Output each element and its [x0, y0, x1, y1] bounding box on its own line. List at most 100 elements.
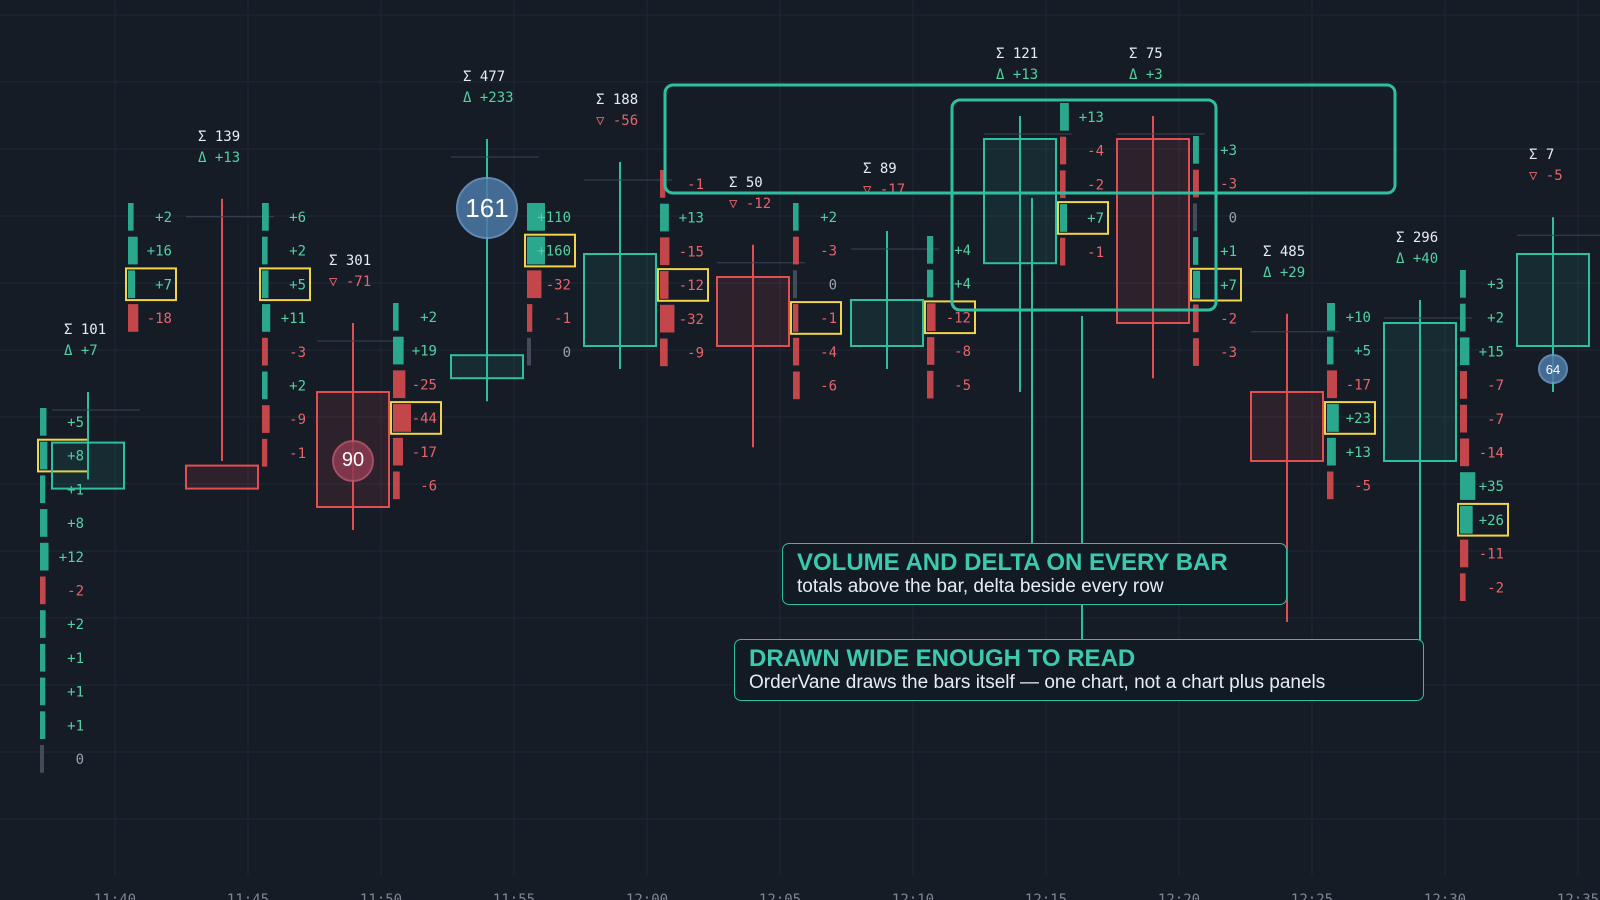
- delta-row-bar: [40, 643, 46, 672]
- volume-bubble: 90: [332, 440, 374, 482]
- volume-bubble: 161: [456, 177, 518, 239]
- delta-row-value: +4: [954, 243, 971, 259]
- bar-volume-total: Σ 75: [1129, 46, 1163, 62]
- delta-row-value: 0: [563, 345, 571, 361]
- delta-row-value: -6: [420, 479, 437, 495]
- delta-row-bar: [40, 542, 49, 571]
- delta-row-highlight: [1057, 201, 1109, 235]
- delta-row-value: +8: [67, 516, 84, 532]
- delta-row-value: +2: [67, 617, 84, 633]
- x-tick-label: 12:20: [1158, 892, 1200, 900]
- delta-row-bar: [927, 269, 934, 298]
- x-tick-label: 12:15: [1025, 892, 1067, 900]
- delta-row-bar: [262, 270, 269, 299]
- delta-row-bar: [40, 408, 47, 436]
- bar-delta-total: Δ +13: [198, 150, 240, 166]
- delta-row-bar: [1193, 270, 1201, 299]
- delta-row-bar: [262, 304, 271, 332]
- bar-volume-total: Σ 139: [198, 129, 240, 145]
- x-tick-label: 12:05: [759, 892, 801, 900]
- volume-bubble-circle: [456, 177, 518, 239]
- delta-row-value: +110: [537, 210, 571, 226]
- delta-row-value: +3: [1220, 143, 1237, 159]
- bar-volume-total: Σ 296: [1396, 230, 1438, 246]
- delta-row-value: +160: [537, 244, 571, 260]
- delta-row-value: -8: [954, 344, 971, 360]
- candle-body: [716, 276, 790, 347]
- delta-row-bar: [262, 337, 268, 366]
- delta-row-value: +13: [1346, 445, 1371, 461]
- delta-row-bar: [660, 237, 670, 266]
- delta-row-value: 0: [829, 277, 837, 293]
- bar-delta-total: Δ +3: [1129, 67, 1163, 83]
- delta-row-bar: [1460, 270, 1466, 298]
- delta-row-value: -1: [820, 311, 837, 327]
- delta-row-bar: [1060, 103, 1069, 131]
- delta-row-bar: [527, 270, 542, 299]
- footprint-bar: +5 +8 +1 +8 +12 -2 +2 +1 +1 +1 0: [37, 408, 89, 773]
- delta-row-value: +2: [289, 244, 306, 260]
- x-tick-label: 12:35: [1557, 892, 1599, 900]
- delta-row-bar: [660, 170, 666, 198]
- delta-row-bar: [40, 745, 44, 773]
- delta-row-bar: [1327, 303, 1335, 331]
- delta-row-bar: [660, 338, 668, 367]
- delta-row-value: -44: [412, 411, 437, 427]
- annotation-frames: [663, 83, 1397, 639]
- delta-row-value: -17: [1346, 377, 1371, 393]
- delta-row-bar: [660, 304, 675, 333]
- delta-row-value: -14: [1479, 446, 1504, 462]
- delta-row-bar: [128, 270, 136, 299]
- x-tick-label: 12:00: [626, 892, 668, 900]
- callout-volume-delta-title: VOLUME AND DELTA ON EVERY BAR: [797, 549, 1228, 576]
- delta-row-bar: [1327, 336, 1334, 365]
- candle-body: [450, 354, 524, 380]
- delta-row-value: -2: [1220, 312, 1237, 328]
- delta-row-highlight: [790, 301, 842, 335]
- delta-row-bar: [1060, 170, 1066, 199]
- delta-row-bar: [40, 677, 46, 706]
- delta-row-bar: [1460, 404, 1468, 433]
- delta-row-value: -6: [820, 379, 837, 395]
- volume-bubble-circle: [332, 440, 374, 482]
- delta-row-bar: [1060, 237, 1066, 266]
- delta-row-bar: [128, 304, 139, 332]
- delta-row-value: -3: [1220, 345, 1237, 361]
- delta-row-bar: [793, 203, 799, 231]
- delta-row-value: +1: [67, 718, 84, 734]
- delta-row-bar: [1460, 539, 1469, 568]
- callout-drawn-wide-subtitle: OrderVane draws the bars itself — one ch…: [749, 672, 1326, 693]
- delta-row-bar: [793, 371, 800, 400]
- delta-row-bar: [40, 711, 46, 739]
- volume-bubble-circle: [1538, 354, 1568, 384]
- delta-row-value: -2: [1087, 177, 1104, 193]
- delta-row-value: -17: [412, 445, 437, 461]
- delta-row-bar: [793, 236, 799, 265]
- delta-row-value: +2: [820, 210, 837, 226]
- delta-row-bar: [1193, 203, 1197, 232]
- footprint-bar: Σ 296 Δ +40 +3 +2 +15 -7 -7 -14 +35 +26 -11 -2: [1383, 230, 1509, 691]
- delta-row-bar: [262, 371, 268, 400]
- delta-row-value: -7: [1487, 412, 1504, 428]
- delta-row-highlight: [390, 401, 442, 435]
- delta-row-value: 0: [1229, 210, 1237, 226]
- volume-bubble-value: 161: [465, 193, 508, 223]
- bar-volume-total: Σ 121: [996, 46, 1038, 62]
- delta-row-value: -4: [1087, 144, 1104, 160]
- delta-row-bar: [1193, 169, 1199, 198]
- delta-row-highlight: [259, 267, 311, 302]
- delta-row-value: -1: [1087, 245, 1104, 261]
- delta-row-value: 0: [76, 752, 84, 768]
- bar-volume-total: Σ 101: [64, 322, 106, 338]
- delta-row-bar: [1460, 573, 1466, 601]
- delta-row-value: +1: [67, 651, 84, 667]
- delta-row-bar: [40, 509, 48, 537]
- delta-row-bar: [527, 337, 531, 366]
- candle-body: [583, 253, 657, 347]
- delta-row-bar: [927, 370, 934, 399]
- footprint-bar: Σ 121 Δ +13 +13 -4 -2 +7 -1: [983, 46, 1109, 392]
- delta-row-value: +13: [1079, 110, 1104, 126]
- delta-row-value: -2: [67, 584, 84, 600]
- delta-row-value: -2: [1487, 580, 1504, 596]
